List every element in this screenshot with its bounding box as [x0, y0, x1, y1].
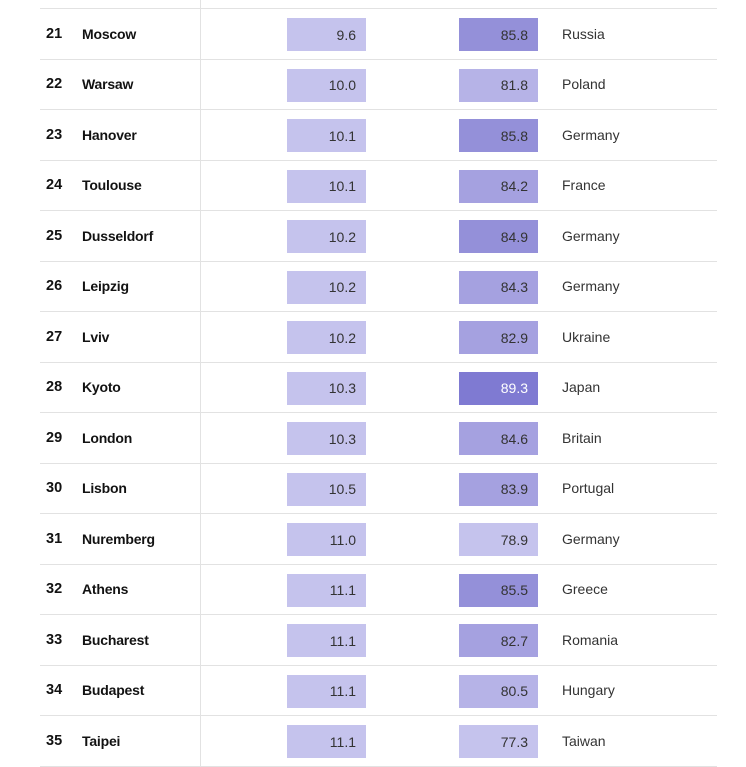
city-name: Warsaw — [82, 76, 134, 93]
city-name: Moscow — [82, 25, 137, 42]
country-name: Germany — [562, 278, 620, 295]
value-a-cell: 10.2 — [287, 270, 366, 304]
city-name: Budapest — [82, 682, 145, 699]
value-b-cell: 81.8 — [459, 68, 538, 102]
value-a-cell: 10.2 — [287, 321, 366, 354]
value-b-cell: 84.6 — [459, 422, 538, 455]
rank-number: 22 — [46, 76, 63, 93]
value-b-cell: 78.9 — [459, 523, 538, 556]
rank-number: 35 — [46, 732, 63, 749]
table-row: 34 Budapest 11.1 80.5 Hungary — [40, 666, 717, 716]
value-b-cell: 85.8 — [459, 119, 538, 152]
table-row: 26 Leipzig 10.2 84.3 Germany — [40, 262, 717, 312]
rank-number: 31 — [46, 530, 63, 547]
table-row: 25 Dusseldorf 10.2 84.9 Germany — [40, 211, 717, 262]
rank-number: 30 — [46, 480, 63, 497]
table-row: 24 Toulouse 10.1 84.2 France — [40, 161, 717, 211]
city-ranking-table: 21 Moscow 9.6 85.8 Russia 22 Warsaw 10.0 81.8 Pol… — [40, 8, 717, 767]
country-name: Japan — [562, 379, 601, 396]
city-name: Lisbon — [82, 480, 127, 497]
rank-number: 25 — [46, 227, 63, 244]
table-row: 28 Kyoto 10.3 89.3 Japan — [40, 363, 717, 413]
value-b-cell: 85.8 — [459, 18, 538, 51]
city-name: Leipzig — [82, 278, 129, 295]
country-name: Russia — [562, 25, 605, 42]
value-a-cell: 9.6 — [287, 18, 366, 51]
value-a-cell: 10.1 — [287, 119, 366, 152]
value-a-cell: 10.0 — [287, 68, 366, 102]
rank-number: 29 — [46, 429, 63, 446]
table-row: 32 Athens 11.1 85.5 Greece — [40, 565, 717, 615]
rank-number: 34 — [46, 682, 63, 699]
table-row: 33 Bucharest 11.1 82.7 Romania — [40, 615, 717, 666]
value-b-cell: 82.7 — [459, 624, 538, 657]
country-name: Poland — [562, 76, 606, 93]
value-a-cell: 10.2 — [287, 220, 366, 253]
table-row: 31 Nuremberg 11.0 78.9 Germany — [40, 514, 717, 565]
table-row: 27 Lviv 10.2 82.9 Ukraine — [40, 312, 717, 363]
table-row: 21 Moscow 9.6 85.8 Russia — [40, 9, 717, 60]
city-name: Kyoto — [82, 379, 121, 396]
city-name: London — [82, 429, 133, 446]
value-a-cell: 10.5 — [287, 472, 366, 506]
table-row: 29 London 10.3 84.6 Britain — [40, 413, 717, 464]
city-name: Taipei — [82, 732, 121, 749]
value-a-cell: 10.1 — [287, 169, 366, 203]
city-name: Hanover — [82, 126, 137, 143]
country-name: Germany — [562, 126, 620, 143]
city-name: Nuremberg — [82, 530, 155, 547]
table-row: 22 Warsaw 10.0 81.8 Poland — [40, 60, 717, 110]
country-name: France — [562, 177, 606, 194]
rank-number: 27 — [46, 328, 63, 345]
value-a-cell: 11.1 — [287, 624, 366, 657]
value-b-cell: 77.3 — [459, 725, 538, 758]
rank-number: 32 — [46, 581, 63, 598]
rank-number: 21 — [46, 25, 63, 42]
value-b-cell: 80.5 — [459, 674, 538, 708]
country-name: Germany — [562, 227, 620, 244]
rank-number: 24 — [46, 177, 63, 194]
rank-number: 26 — [46, 278, 63, 295]
table-row: 23 Hanover 10.1 85.8 Germany — [40, 110, 717, 161]
value-b-cell: 84.9 — [459, 220, 538, 253]
value-a-cell: 11.0 — [287, 523, 366, 556]
value-a-cell: 11.1 — [287, 725, 366, 758]
value-a-cell: 10.3 — [287, 422, 366, 455]
country-name: Germany — [562, 530, 620, 547]
country-name: Taiwan — [562, 732, 606, 749]
city-name: Athens — [82, 581, 129, 598]
value-a-cell: 11.1 — [287, 674, 366, 708]
value-b-cell: 82.9 — [459, 321, 538, 354]
column-divider — [200, 0, 201, 766]
table-row: 30 Lisbon 10.5 83.9 Portugal — [40, 464, 717, 514]
rank-number: 28 — [46, 379, 63, 396]
country-name: Britain — [562, 429, 602, 446]
country-name: Romania — [562, 631, 619, 648]
value-b-cell: 89.3 — [459, 371, 538, 405]
city-name: Toulouse — [82, 177, 142, 194]
value-b-cell: 85.5 — [459, 573, 538, 607]
city-name: Bucharest — [82, 631, 149, 648]
country-name: Ukraine — [562, 328, 611, 345]
city-name: Dusseldorf — [82, 227, 154, 244]
city-name: Lviv — [82, 328, 110, 345]
value-a-cell: 11.1 — [287, 573, 366, 607]
country-name: Portugal — [562, 480, 615, 497]
country-name: Hungary — [562, 682, 615, 699]
value-b-cell: 84.3 — [459, 270, 538, 304]
table-row: 35 Taipei 11.1 77.3 Taiwan — [40, 716, 717, 767]
country-name: Greece — [562, 581, 608, 598]
rank-number: 23 — [46, 126, 63, 143]
value-a-cell: 10.3 — [287, 371, 366, 405]
rank-number: 33 — [46, 631, 63, 648]
value-b-cell: 83.9 — [459, 472, 538, 506]
value-b-cell: 84.2 — [459, 169, 538, 203]
